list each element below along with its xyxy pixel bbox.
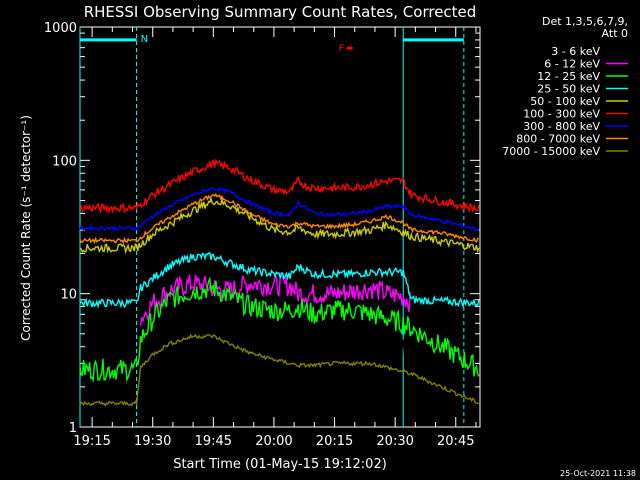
legend-label: 7000 - 15000 keV <box>502 145 600 158</box>
y-tick-label: 1000 <box>44 21 77 36</box>
legend-label: 25 - 50 keV <box>537 83 600 96</box>
series-line-25-50keV <box>79 251 480 309</box>
legend-label: 100 - 300 keV <box>523 108 600 121</box>
x-tick-label: 19:30 <box>134 434 171 449</box>
x-tick-label: 19:15 <box>73 434 110 449</box>
x-tick-label: 20:15 <box>316 434 353 449</box>
series-line-100-300keV <box>79 158 480 215</box>
x-tick-label: 20:45 <box>437 434 474 449</box>
x-tick-label: 20:30 <box>376 434 413 449</box>
plot-area: 1 10 100 1000 19:15 19:30 19:45 20:00 20:15 20:30… <box>44 21 481 449</box>
series-line-50-100keV <box>79 196 480 255</box>
series-line-800-7000keV <box>79 192 479 245</box>
legend-label: 12 - 25 keV <box>537 70 600 83</box>
legend-label: 6 - 12 keV <box>544 58 600 71</box>
legend-label: 50 - 100 keV <box>530 95 600 108</box>
legend-label: 3 - 6 keV <box>551 45 600 58</box>
footer-timestamp: 25-Oct-2021 11:38 <box>560 469 636 478</box>
flare-marker-bar <box>346 46 353 50</box>
y-axis-label: Corrected Count Rate (s⁻¹ detector⁻¹) <box>19 115 33 341</box>
y-tick-label: 1 <box>69 421 77 436</box>
x-tick-label: 20:00 <box>255 434 292 449</box>
x-axis-label: Start Time (01-May-15 19:12:02) <box>173 457 387 472</box>
legend-header: Det 1,3,5,6,7,9, <box>542 15 628 28</box>
x-tick-label: 19:45 <box>195 434 232 449</box>
y-tick-label: 10 <box>60 288 77 303</box>
flag-label: N <box>141 34 148 45</box>
legend-label: 800 - 7000 keV <box>516 133 600 146</box>
series-line-7000-15000keV <box>79 333 479 407</box>
series-line-300-800keV <box>79 185 480 232</box>
legend-header-att: Att 0 <box>602 27 628 40</box>
chart-title: RHESSI Observing Summary Count Rates, Co… <box>84 3 477 21</box>
series-line-3-6keV <box>139 300 411 365</box>
y-tick-label: 100 <box>52 154 77 169</box>
series-line-12-25keV <box>79 276 480 383</box>
flare-marker-label: F <box>339 44 345 55</box>
legend-label: 300 - 800 keV <box>523 120 600 133</box>
